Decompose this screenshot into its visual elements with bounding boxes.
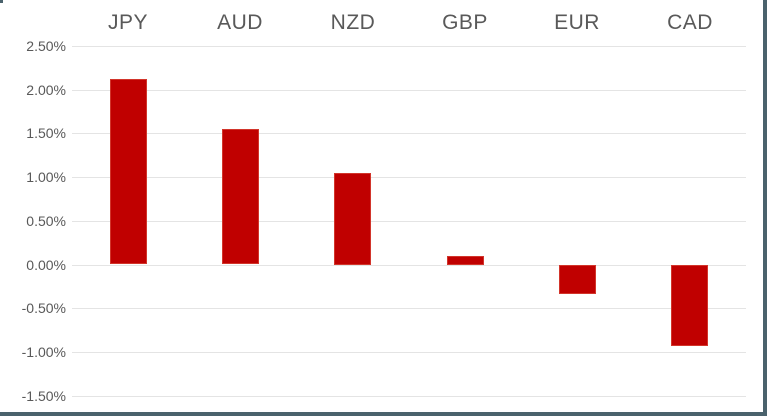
gridline-1.00% [72,177,746,178]
gridline--1.50% [72,396,746,397]
gridline--0.50% [72,308,746,309]
gridline--1.00% [72,352,746,353]
y-tick-label: -1.50% [21,388,66,404]
gridline-0.00% [72,265,746,266]
y-tick-label: 1.00% [26,169,66,185]
y-tick-label: 1.50% [26,125,66,141]
category-label-cad: CAD [667,11,713,34]
bar-cad [671,265,708,346]
y-tick-label: 2.00% [26,82,66,98]
gridline-2.00% [72,90,746,91]
y-tick-label: 2.50% [26,38,66,54]
bar-gbp [447,256,484,265]
category-label-eur: EUR [554,11,600,34]
bar-aud [222,129,259,264]
gridline-2.50% [72,46,746,47]
bar-jpy [110,79,147,264]
gridline-0.50% [72,221,746,222]
y-tick-label: -0.50% [21,300,66,316]
bar-eur [559,265,596,294]
window-corner-artifact [0,0,3,3]
y-tick-label: 0.00% [26,257,66,273]
category-label-nzd: NZD [330,11,376,34]
category-label-aud: AUD [217,11,263,34]
y-tick-label: -1.00% [21,344,66,360]
category-label-gbp: GBP [442,11,488,34]
category-label-jpy: JPY [107,11,148,34]
gridline-1.50% [72,133,746,134]
bar-nzd [334,173,371,265]
y-tick-label: 0.50% [26,213,66,229]
